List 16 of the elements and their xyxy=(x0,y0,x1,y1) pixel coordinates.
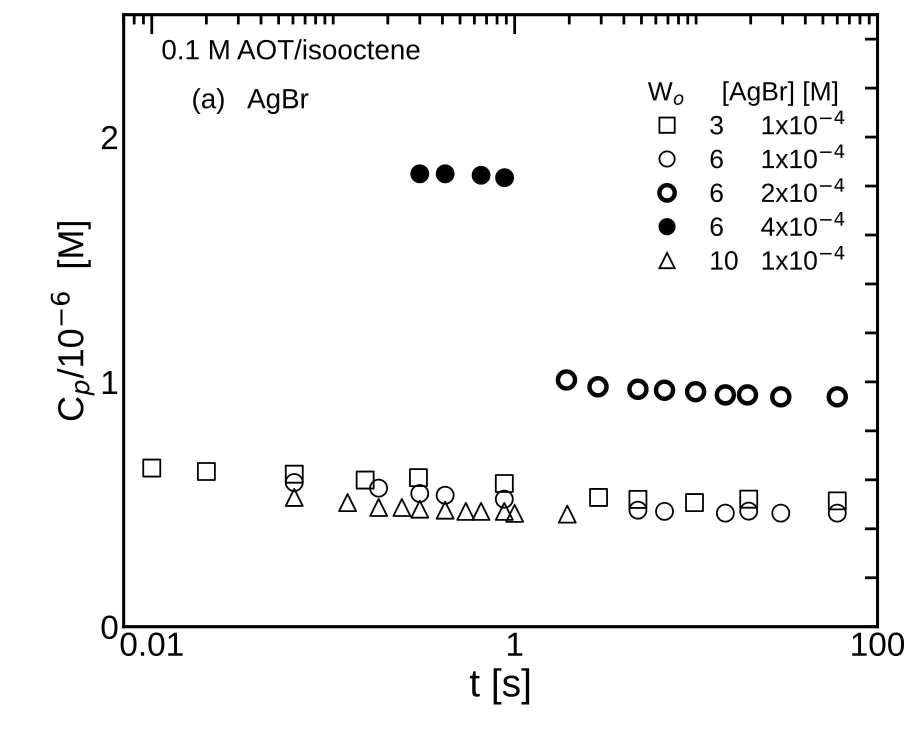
y-tick-label: 0 xyxy=(102,616,118,640)
legend-label: 6 2x10$^{−4}$ xyxy=(710,178,844,202)
x-axis-title: t [s] xyxy=(470,668,530,704)
legend-label: 6 4x10$^{−4}$ xyxy=(710,212,844,236)
y-tick-label: 1 xyxy=(102,371,118,394)
x-tick-label: 100 xyxy=(852,632,904,656)
text: W$_{o}$ [AgBr] [M] xyxy=(648,81,838,106)
annotation: 0.1 M AOT/isooctene xyxy=(162,39,420,60)
legend-label: 6 1x10$^{−4}$ xyxy=(710,144,844,168)
annotation: (a) AgBr xyxy=(193,88,308,114)
legend-label: 10 1x10$^{−4}$ xyxy=(711,246,844,270)
x-tick-label: 0.01 xyxy=(120,632,183,656)
legend-label: 3 1x10$^{−4}$ xyxy=(710,110,844,134)
x-tick-label: 1 xyxy=(508,632,522,656)
y-tick-label: 2 xyxy=(102,126,118,150)
y-axis-title: C$_{p}$/10$^{−6}$ [M] xyxy=(50,222,94,420)
